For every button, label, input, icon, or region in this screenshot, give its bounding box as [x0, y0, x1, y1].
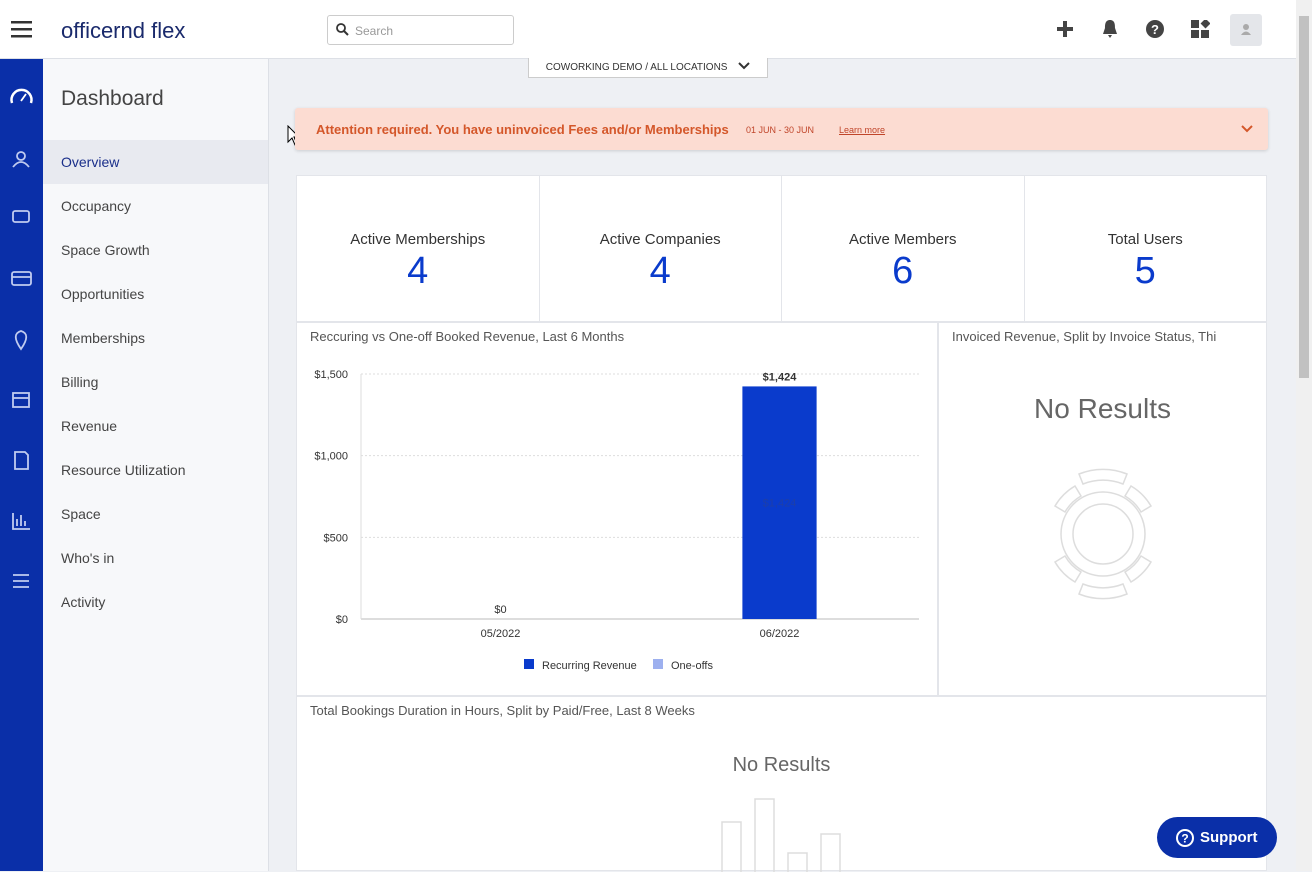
top-bar: officernd flex Search ?: [0, 0, 1296, 59]
chart-title: Reccuring vs One-off Booked Revenue, Las…: [310, 329, 625, 344]
separator: /: [645, 62, 648, 73]
sidebar-item[interactable]: Billing: [61, 374, 99, 390]
scroll-thumb[interactable]: [1299, 16, 1309, 378]
sidebar-title: Dashboard: [61, 87, 164, 110]
revenue-panel: Reccuring vs One-off Booked Revenue, Las…: [296, 322, 938, 696]
sidebar-item[interactable]: Space: [61, 506, 101, 522]
x-tick-label: 06/2022: [760, 628, 800, 640]
sidebar-item[interactable]: Opportunities: [61, 286, 145, 302]
svg-text:?: ?: [1181, 832, 1188, 846]
nav-rail: [0, 59, 43, 871]
stat-label: Active Companies: [599, 231, 721, 248]
sidebar-item[interactable]: Activity: [61, 594, 106, 610]
panel-title: Invoiced Revenue, Split by Invoice Statu…: [952, 329, 1217, 344]
alert-link[interactable]: Learn more: [839, 125, 886, 135]
y-tick-label: $0: [336, 614, 348, 626]
scrollbar[interactable]: [1296, 0, 1312, 871]
bar-value-label: $1,424: [763, 498, 797, 510]
search-icon: [336, 23, 349, 36]
bell-icon[interactable]: [1101, 19, 1119, 39]
alert-message: Attention required. You have uninvoiced …: [316, 122, 729, 137]
chart: $0 $500 $1,000 $1,500 05/2022 $0 06/2022 $1,424…: [314, 369, 919, 672]
logo-text: officernd: [61, 18, 145, 43]
support-label: Support: [1200, 829, 1258, 846]
location-selector[interactable]: COWORKING DEMO / ALL LOCATIONS: [528, 58, 768, 78]
search-box[interactable]: Search: [327, 15, 514, 45]
search-placeholder: Search: [355, 24, 394, 38]
sidebar-item[interactable]: Who's in: [61, 550, 115, 566]
empty-state: No Results: [732, 754, 831, 776]
logo-text: flex: [151, 18, 186, 43]
panel-title: Total Bookings Duration in Hours, Split …: [310, 703, 695, 718]
menu-icon[interactable]: [11, 20, 32, 38]
stat-label: Active Memberships: [350, 231, 486, 248]
bookings-panel: Total Bookings Duration in Hours, Split …: [296, 696, 1267, 872]
total-label: $0: [494, 604, 506, 616]
sidebar-item[interactable]: Occupancy: [61, 198, 132, 214]
stat-value: 4: [649, 250, 671, 292]
empty-graphic: [721, 798, 841, 872]
legend-label[interactable]: One-offs: [671, 660, 713, 672]
alert-banner: Attention required. You have uninvoiced …: [295, 108, 1268, 150]
rail-icons: [10, 88, 33, 588]
empty-state: No Results: [1034, 393, 1171, 424]
sidebar-item[interactable]: Revenue: [61, 418, 118, 434]
avatar[interactable]: [1230, 14, 1262, 46]
support-button[interactable]: ? Support: [1157, 817, 1277, 858]
y-tick-label: $1,000: [314, 451, 348, 463]
help-icon[interactable]: ?: [1146, 20, 1164, 38]
location: ALL LOCATIONS: [650, 62, 728, 73]
stat-card: Active Memberships 4: [296, 175, 540, 322]
logo[interactable]: officernd flex: [61, 18, 185, 44]
legend-label[interactable]: Recurring Revenue: [542, 660, 637, 672]
sidebar-item[interactable]: Overview: [43, 140, 268, 184]
stat-label: Total Users: [1107, 231, 1183, 248]
sidebar-item[interactable]: Resource Utilization: [61, 462, 186, 478]
stat-card: Active Members 6: [781, 175, 1025, 322]
y-tick-label: $1,500: [314, 369, 348, 381]
add-icon[interactable]: [1056, 20, 1074, 38]
stat-value: 4: [407, 250, 429, 292]
avatar-icon: [1241, 24, 1251, 35]
invoice-panel: Invoiced Revenue, Split by Invoice Statu…: [938, 322, 1267, 696]
bar: [742, 386, 817, 619]
svg-text:?: ?: [1151, 22, 1159, 37]
x-tick-label: 05/2022: [481, 628, 521, 640]
stat-card: Total Users 5: [1023, 175, 1267, 322]
empty-graphic: [1053, 468, 1153, 600]
support-icon: ?: [1176, 829, 1194, 847]
y-tick-label: $500: [324, 532, 348, 544]
stat-card: Active Companies 4: [538, 175, 782, 322]
sidebar: Dashboard Overview Occupancy Space Growth O…: [43, 59, 269, 871]
alert-period: 01 JUN - 30 JUN: [746, 125, 815, 135]
legend-swatch: [653, 659, 663, 669]
apps-icon[interactable]: [1191, 20, 1210, 39]
chevron: [738, 62, 750, 70]
company: COWORKING DEMO: [545, 62, 643, 73]
legend-swatch: [524, 659, 534, 669]
alert-chevron[interactable]: [1241, 125, 1253, 133]
stat-value: 5: [1134, 250, 1156, 292]
sidebar-item[interactable]: Memberships: [61, 330, 146, 346]
total-label: $1,424: [763, 371, 798, 383]
stat-label: Active Members: [848, 231, 957, 248]
sidebar-item[interactable]: Space Growth: [61, 242, 150, 258]
stat-value: 6: [892, 250, 914, 292]
